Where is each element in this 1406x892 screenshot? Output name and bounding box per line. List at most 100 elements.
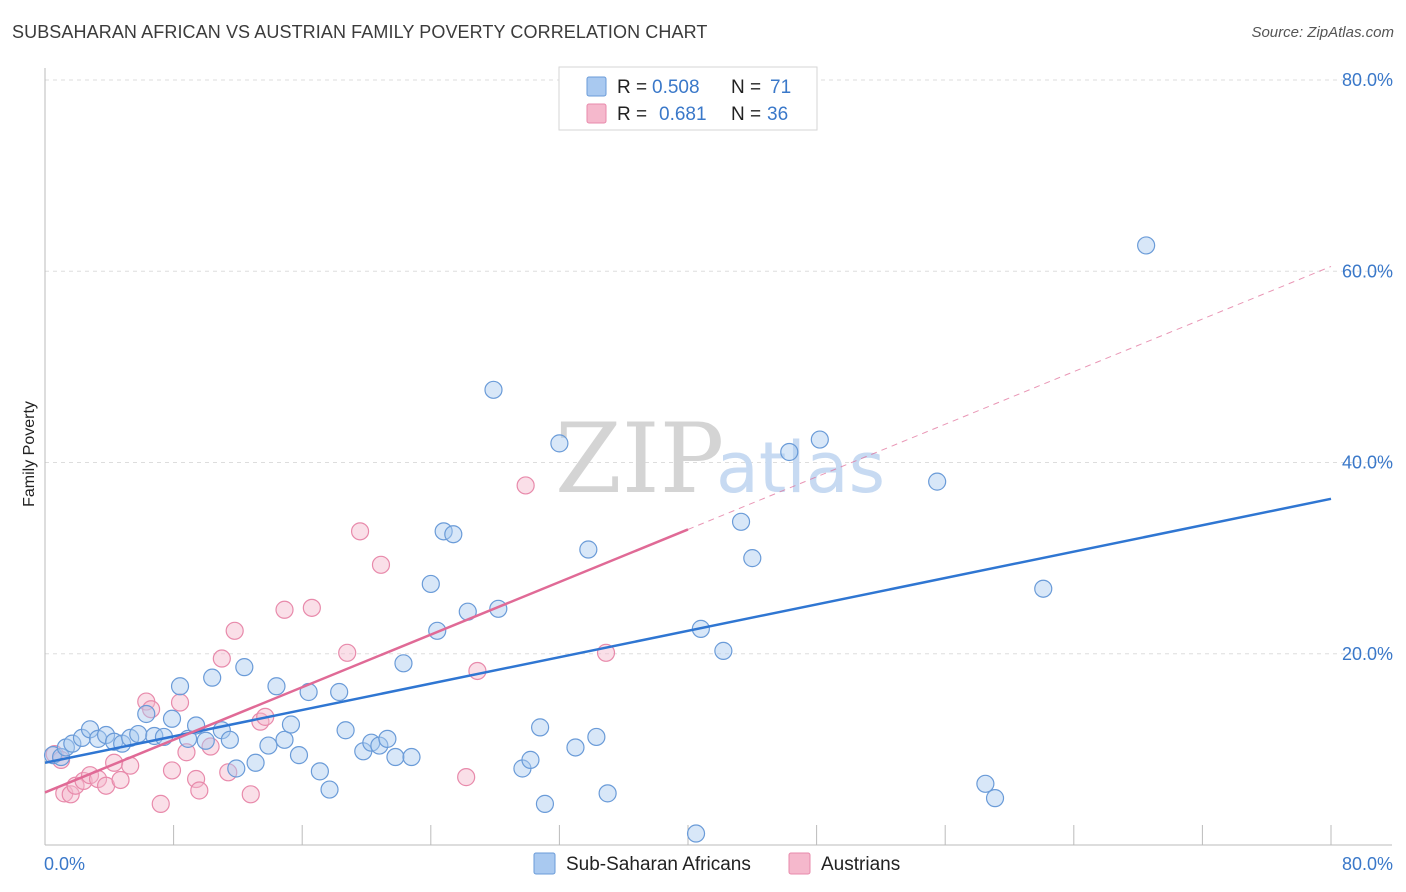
bottom-legend: Sub-Saharan Africans Austrians [533, 852, 900, 875]
sub-saharan-point [810, 430, 829, 449]
sub-saharan-point [402, 747, 421, 767]
austrian-point [457, 768, 476, 787]
legend-r-value-pink: 0.681 [659, 104, 707, 125]
austrian-point [468, 661, 487, 681]
legend-swatch-pink [586, 103, 607, 124]
sub-saharan-point [63, 734, 82, 753]
austrian-point [187, 769, 206, 789]
sub-saharan-point [162, 709, 182, 728]
austrian-trendline [44, 528, 689, 794]
legend-swatch-blue [586, 76, 607, 97]
x-tick-label: 0.0% [44, 854, 85, 874]
legend-r-label-blue: R = [617, 77, 647, 98]
austrian-point [201, 737, 220, 756]
y-tick-label: 60.0% [1342, 261, 1393, 281]
sub-saharan-point [484, 380, 503, 399]
sub-saharan-point [579, 540, 598, 559]
bottom-legend-label-blue: Sub-Saharan Africans [566, 854, 751, 875]
sub-saharan-point [531, 718, 550, 737]
sub-saharan-point [196, 731, 215, 750]
austrian-point [190, 781, 209, 800]
sub-saharan-point [521, 750, 540, 769]
sub-saharan-point [170, 677, 190, 696]
sub-saharan-point [535, 794, 555, 813]
grid-layer [45, 79, 1392, 655]
sub-saharan-point [203, 668, 222, 687]
austrian-point [162, 761, 182, 780]
source-credit: Source: ZipAtlas.com [1251, 24, 1394, 41]
trend-layer [44, 266, 1332, 794]
sub-saharan-point [976, 774, 995, 793]
top-legend: R = 0.508 N = 71 R = 0.681 N = 36 [558, 66, 818, 131]
austrian-point [170, 693, 190, 712]
austrian-point [302, 598, 321, 617]
sub-saharan-point [137, 704, 156, 724]
austrian-point [241, 785, 260, 804]
legend-n-label-blue: N = [731, 77, 761, 98]
sub-saharan-point [246, 753, 265, 772]
watermark-zip: ZIP [555, 403, 724, 515]
sub-saharan-point [444, 525, 463, 544]
austrian-point [275, 600, 294, 619]
sub-saharan-point [587, 727, 606, 747]
labels-layer: 20.0% 40.0% 60.0% 80.0% 0.0% 80.0% [44, 70, 1393, 874]
bottom-legend-swatch-blue [533, 852, 556, 875]
austrian-point [371, 555, 391, 574]
sub-saharan-point [336, 721, 355, 740]
sub-saharan-trendline [44, 497, 1332, 764]
sub-saharan-point [129, 724, 148, 744]
x-tick-label: 80.0% [1342, 854, 1393, 874]
sub-saharan-point [731, 512, 751, 531]
sub-saharan-point [550, 434, 569, 453]
austrian-point [516, 476, 535, 495]
sub-saharan-point [275, 730, 294, 749]
y-tick-label: 40.0% [1342, 453, 1393, 473]
y-tick-label: 20.0% [1342, 644, 1393, 664]
sub-saharan-point [281, 715, 301, 734]
sub-saharan-point [686, 824, 706, 843]
legend-r-value-blue: 0.508 [652, 77, 700, 98]
sub-saharan-point [985, 789, 1005, 808]
austrian-point [350, 522, 370, 541]
sub-saharan-point [780, 442, 799, 462]
sub-saharan-point [310, 762, 329, 781]
sub-saharan-point [598, 784, 617, 803]
sub-saharan-point [714, 641, 733, 660]
points-layer [43, 236, 1156, 843]
sub-saharan-point [289, 746, 309, 765]
bottom-legend-swatch-pink [788, 852, 811, 875]
chart-title: SUBSAHARAN AFRICAN VS AUSTRIAN FAMILY PO… [12, 22, 708, 42]
austrian-point [225, 621, 244, 640]
legend-r-label-pink: R = [617, 104, 647, 125]
legend-n-value-pink: 36 [767, 104, 788, 125]
sub-saharan-point [227, 759, 246, 778]
sub-saharan-point [330, 682, 349, 702]
legend-n-value-blue: 71 [770, 77, 791, 98]
y-tick-label: 80.0% [1342, 70, 1393, 90]
austrian-point [61, 785, 80, 804]
sub-saharan-point [320, 780, 339, 799]
sub-saharan-point [394, 654, 413, 673]
austrian-point [151, 794, 170, 813]
sub-saharan-point [1137, 236, 1156, 255]
watermark-atlas: atlas [716, 427, 885, 509]
sub-saharan-point [235, 658, 254, 677]
sub-saharan-point [386, 747, 405, 767]
sub-saharan-point [1034, 579, 1053, 598]
sub-saharan-point [220, 730, 239, 749]
legend-n-label-pink: N = [731, 104, 761, 125]
austrian-trendline-extension [687, 266, 1332, 530]
sub-saharan-point [421, 574, 440, 594]
austrian-point [212, 649, 231, 668]
austrian-point [338, 643, 357, 662]
watermark: ZIP atlas [555, 403, 885, 515]
sub-saharan-point [267, 677, 286, 696]
sub-saharan-point [743, 549, 762, 568]
bottom-legend-label-pink: Austrians [821, 854, 900, 875]
sub-saharan-point [566, 738, 585, 757]
sub-saharan-point [928, 472, 947, 491]
axes-layer [44, 68, 1392, 846]
austrian-point [177, 743, 196, 762]
sub-saharan-point [378, 729, 397, 748]
